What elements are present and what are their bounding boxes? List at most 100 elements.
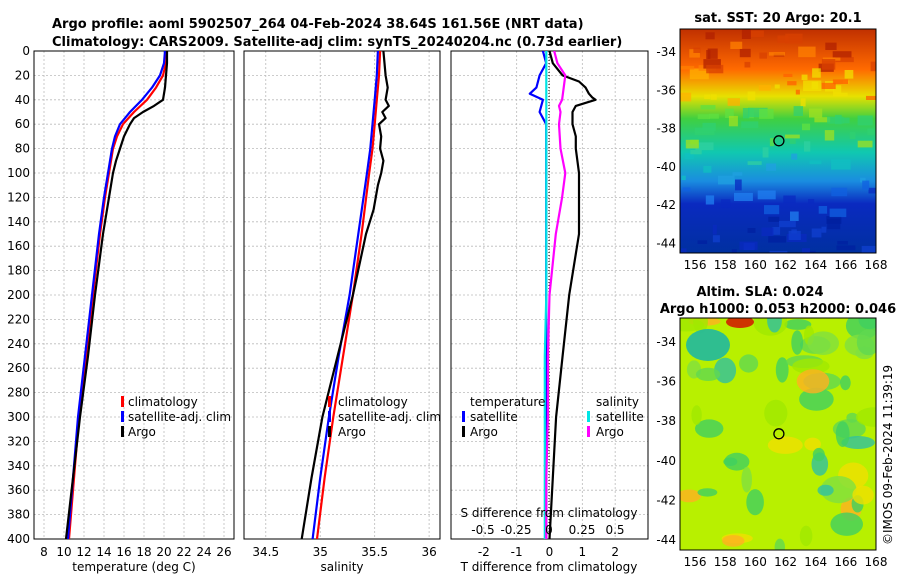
sst-pixel-patch	[728, 115, 738, 127]
sst-pixel-patch	[739, 241, 758, 250]
sst-pixel-patch	[808, 199, 815, 204]
sst-pixel-patch	[741, 121, 759, 129]
sst-pixel-patch	[768, 52, 785, 56]
sst-map: sat. SST: 20 Argo: 20.1 156 158 160 162 164 1…	[656, 11, 887, 272]
sla-anomaly-patch	[796, 369, 830, 394]
sst-pixel-patch	[861, 245, 876, 253]
temperature-panel: 0 20 40 60 80 100 120 140 160 180 200 220 240 260 280 3…	[7, 44, 235, 574]
sst-map-title: sat. SST: 20 Argo: 20.1	[694, 11, 861, 26]
sla-anomaly-patch	[858, 318, 876, 330]
sst-pixel-patch	[720, 199, 731, 208]
sst-pixel-patch	[795, 89, 800, 95]
sst-pixel-patch	[739, 48, 751, 58]
x-tick-label: 36	[421, 545, 436, 559]
sst-pixel-patch	[689, 49, 700, 58]
y-tick-label: 340	[7, 459, 30, 473]
x-tick-label: 2	[611, 545, 619, 559]
figure-title-line2: Climatology: CARS2009. Satellite-adj cli…	[52, 35, 622, 50]
sst-pixel-patch	[764, 205, 780, 215]
lat-tick-label: -40	[656, 454, 676, 468]
sla-anomaly-patch	[722, 535, 745, 547]
x-tick-label: 12	[76, 545, 91, 559]
sst-pixel-patch	[824, 130, 835, 141]
lon-tick-label: 164	[804, 555, 827, 569]
series-line-climatology	[315, 51, 382, 539]
sst-pixel-patch	[769, 250, 788, 253]
sla-anomaly-patch	[714, 357, 737, 384]
lat-tick-label: -36	[656, 83, 676, 97]
sst-pixel-patch	[762, 147, 769, 158]
legend-label-argo: Argo	[338, 425, 366, 439]
sla-anomaly-patch	[767, 436, 803, 454]
sla-anomaly-patch	[723, 457, 738, 467]
sst-pixel-patch	[809, 250, 816, 253]
sst-pixel-patch	[758, 85, 771, 91]
sla-anomaly-patch	[807, 331, 839, 356]
y-tick-label: 360	[7, 483, 30, 497]
sst-pixel-patch	[747, 161, 762, 165]
sst-pixel-patch	[798, 46, 816, 58]
sla-lat-tick-labels: -34 -36 -38 -40 -42 -44	[656, 335, 676, 547]
temperature-grid	[34, 51, 234, 539]
temperature-legend: climatology satellite-adj. clim Argo	[121, 395, 231, 439]
s-diff-tick-label: -0.25	[500, 523, 531, 537]
sst-pixel-patch	[835, 114, 842, 125]
lat-tick-label: -44	[656, 236, 676, 250]
sst-pixel-patch	[801, 74, 808, 81]
lon-tick-label: 166	[834, 555, 857, 569]
sst-pixel-patch	[785, 134, 800, 139]
sst-pixel-patch	[860, 177, 866, 183]
sst-pixel-patch	[750, 30, 764, 38]
sla-anomaly-patch	[695, 419, 724, 438]
legend-label-satellite: satellite-adj. clim	[128, 410, 231, 424]
difference-legend: temperature satellite Argo salinity sate…	[462, 395, 644, 439]
sla-anomaly-patch	[799, 525, 813, 547]
sla-anomaly-patch	[799, 387, 834, 411]
sst-pixel-patch	[818, 206, 828, 214]
x-tick-label: 26	[216, 545, 231, 559]
sla-lon-tick-labels: 156 158 160 162 164 166 168	[684, 555, 888, 569]
sst-pixel-patch	[680, 65, 695, 70]
salinity-tick-labels: 34.5 35 35.5 36	[252, 545, 436, 559]
sla-map-frame	[679, 317, 877, 551]
sla-anomaly-patch	[767, 318, 782, 333]
legend-label-t-argo: Argo	[470, 425, 498, 439]
sst-pixel-patch	[809, 108, 823, 118]
x-tick-label: 22	[176, 545, 191, 559]
sst-pixel-patch	[704, 94, 711, 99]
sst-pixel-patch	[832, 51, 852, 58]
difference-series	[528, 51, 597, 539]
sst-pixel-patch	[725, 108, 734, 118]
salinity-panel: 34.5 35 35.5 36 salinity climatology satell…	[243, 50, 441, 574]
x-tick-label: 35	[313, 545, 328, 559]
sla-anomaly-patch	[792, 358, 830, 374]
x-tick-label: 1	[579, 545, 587, 559]
legend-label-satellite: satellite-adj. clim	[338, 410, 441, 424]
y-tick-label: 280	[7, 386, 30, 400]
sst-pixel-patch	[826, 216, 842, 224]
y-tick-label: 20	[15, 68, 30, 82]
sst-pixel-patch	[703, 165, 712, 173]
sst-pixel-patch	[727, 98, 740, 106]
sst-texture	[680, 29, 876, 253]
temperature-series	[64, 51, 169, 539]
sla-anomaly-patch	[746, 489, 764, 516]
sst-pixel-patch	[697, 114, 710, 120]
sst-pixel-patch	[870, 61, 876, 72]
x-tick-label: 0	[546, 545, 554, 559]
sst-map-frame	[679, 28, 877, 254]
x-tick-label: 34.5	[252, 545, 279, 559]
sst-pixel-patch	[831, 187, 848, 197]
sst-map-image	[680, 29, 876, 253]
y-tick-label: 120	[7, 190, 30, 204]
temperature-tick-labels: 8 10 12 14 16 18 20 22 24 26	[40, 545, 231, 559]
s-diff-tick-label: 0	[545, 523, 553, 537]
sst-pixel-patch	[768, 216, 780, 222]
lat-tick-label: -44	[656, 533, 676, 547]
sla-anomaly-patch	[697, 488, 718, 497]
sst-pixel-patch	[759, 108, 774, 119]
sla-anomaly-patch	[695, 367, 721, 381]
sla-anomaly-patch	[856, 407, 876, 427]
x-tick-label: 14	[96, 545, 111, 559]
sst-pixel-patch	[681, 248, 687, 253]
